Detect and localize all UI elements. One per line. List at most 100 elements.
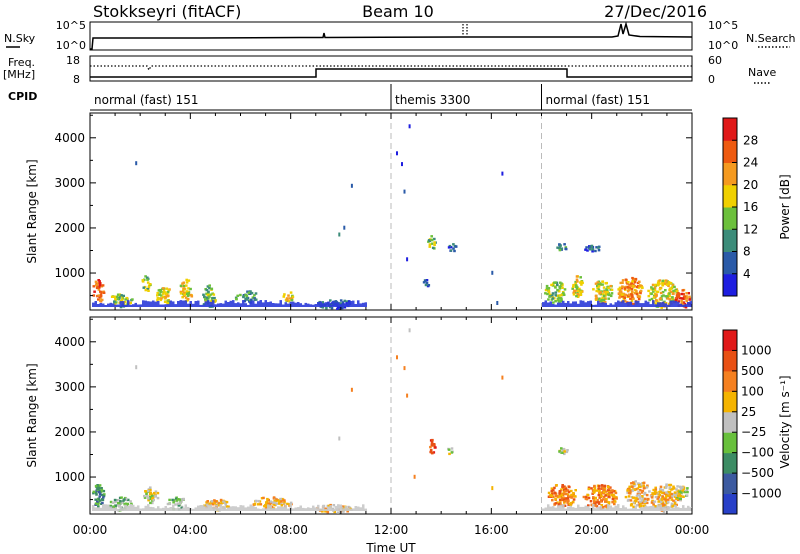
scatter-cell: [430, 444, 434, 447]
scatter-cell: [664, 295, 668, 298]
scatter-cell: [114, 303, 117, 306]
band-cell: [622, 505, 625, 511]
scatter-cell: [620, 287, 623, 290]
scatter-cell: [563, 288, 567, 291]
scatter-cell: [265, 501, 268, 504]
scatter-cell: [113, 498, 117, 502]
scatter-cell: [147, 489, 150, 493]
scatter-cell: [680, 292, 684, 296]
band-cell: [102, 303, 105, 307]
scatter-cell: [142, 286, 146, 289]
scatter-cell: [572, 291, 575, 294]
scatter-cell: [547, 298, 550, 301]
scatter-cell: [111, 506, 114, 509]
scatter-cell: [604, 490, 608, 493]
scatter-cell: [647, 294, 651, 298]
band-cell: [282, 506, 285, 511]
scatter-cell: [597, 501, 600, 504]
scatter-cell: [675, 494, 678, 497]
scatter-cell: [588, 245, 592, 249]
scatter-cell: [683, 302, 687, 306]
scatter-cell: [178, 498, 182, 501]
scatter-cell: [182, 292, 186, 295]
scatter-cell: [644, 500, 647, 503]
scatter-cell: [558, 498, 562, 501]
scatter-cell: [329, 299, 332, 302]
band-cell: [197, 300, 200, 307]
band-cell: [149, 301, 152, 307]
band-cell: [129, 304, 132, 307]
scatter-cell: [659, 485, 663, 488]
band-cell: [272, 303, 275, 307]
band-cell: [104, 504, 107, 511]
scatter-cell: [273, 501, 276, 504]
band-cell: [637, 300, 640, 307]
scatter-cell: [217, 501, 220, 505]
scatter-cell: [208, 284, 211, 287]
scatter-cell: [586, 249, 589, 252]
scatter-cell: [619, 281, 623, 285]
scatter-cell: [682, 301, 685, 304]
scatter-cell: [563, 243, 566, 246]
scatter-cell: [678, 485, 682, 488]
scatter-cell: [162, 292, 165, 295]
band-cell: [559, 504, 562, 511]
scatter-cell: [612, 493, 615, 496]
scatter-cell: [642, 485, 645, 488]
scatter-cell: [283, 501, 286, 504]
scatter-cell: [289, 291, 293, 294]
scatter-cell: [124, 502, 127, 505]
scatter-cell: [269, 500, 273, 503]
scatter-cell: [657, 284, 660, 287]
scatter-cell: [627, 491, 631, 495]
scatter-cell: [681, 297, 684, 300]
scatter-cell: [98, 484, 102, 487]
band-cell: [592, 304, 595, 307]
scatter-cell: [604, 504, 607, 508]
scatter-cell: [97, 288, 101, 291]
band-cell: [219, 303, 222, 307]
scatter-cell: [118, 496, 122, 500]
scatter-cell: [557, 299, 560, 302]
band-cell: [152, 507, 155, 511]
band-cell: [652, 506, 655, 511]
scatter-cell: [270, 505, 274, 508]
scatter-cell: [257, 499, 260, 503]
scatter-cell: [553, 486, 556, 490]
scatter-cell: [263, 505, 266, 508]
scatter-cell: [551, 297, 555, 300]
scatter-cell: [560, 496, 564, 500]
colorbar-tick-label: 25: [741, 405, 756, 419]
band-cell: [642, 303, 645, 307]
scatter-cell: [564, 487, 568, 491]
band-cell: [657, 302, 660, 307]
band-cell: [627, 508, 630, 511]
scatter-cell: [602, 488, 606, 491]
scatter-cell: [571, 500, 575, 504]
y-tick-label: 4000: [54, 335, 85, 349]
scatter-cell: [607, 492, 611, 495]
scatter-cell: [604, 291, 607, 294]
scatter-cell: [641, 489, 645, 493]
scatter-cell: [666, 295, 669, 298]
scatter-cell: [433, 243, 436, 247]
band-cell: [354, 506, 357, 511]
band-cell: [169, 300, 172, 307]
band-cell: [677, 301, 680, 307]
scatter-cell: [96, 484, 99, 487]
scatter-cell: [631, 496, 635, 499]
scatter-cell: [558, 281, 562, 284]
band-cell: [179, 508, 182, 511]
scatter-cell: [633, 499, 637, 502]
band-cell: [102, 504, 105, 511]
colorbar-segment: [723, 473, 737, 495]
scatter-cell: [609, 284, 613, 288]
scatter-cell: [595, 289, 598, 293]
scatter-cell: [680, 491, 683, 494]
scatter-cell: [639, 291, 642, 295]
scatter-cell: [339, 302, 342, 305]
band-cell: [94, 301, 97, 307]
scatter-cell: [145, 492, 148, 496]
colorbar-segment: [723, 370, 737, 392]
scatter-cell: [119, 305, 123, 309]
